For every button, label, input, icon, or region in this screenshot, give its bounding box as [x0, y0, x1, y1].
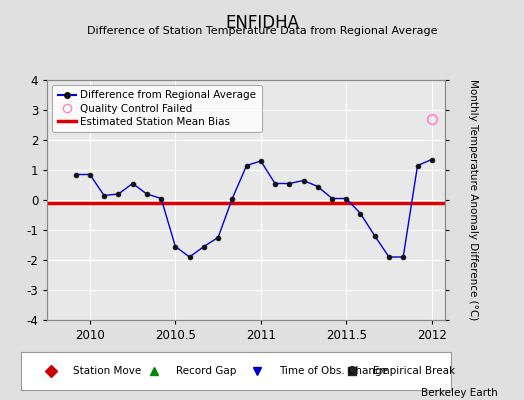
Text: ENFIDHA: ENFIDHA [225, 14, 299, 32]
Text: Record Gap: Record Gap [176, 366, 236, 376]
Text: Empirical Break: Empirical Break [373, 366, 455, 376]
Legend: Difference from Regional Average, Quality Control Failed, Estimated Station Mean: Difference from Regional Average, Qualit… [52, 85, 261, 132]
Text: Difference of Station Temperature Data from Regional Average: Difference of Station Temperature Data f… [87, 26, 437, 36]
Text: Time of Obs. Change: Time of Obs. Change [279, 366, 388, 376]
Y-axis label: Monthly Temperature Anomaly Difference (°C): Monthly Temperature Anomaly Difference (… [468, 79, 478, 321]
Text: Station Move: Station Move [72, 366, 141, 376]
Text: Berkeley Earth: Berkeley Earth [421, 388, 498, 398]
